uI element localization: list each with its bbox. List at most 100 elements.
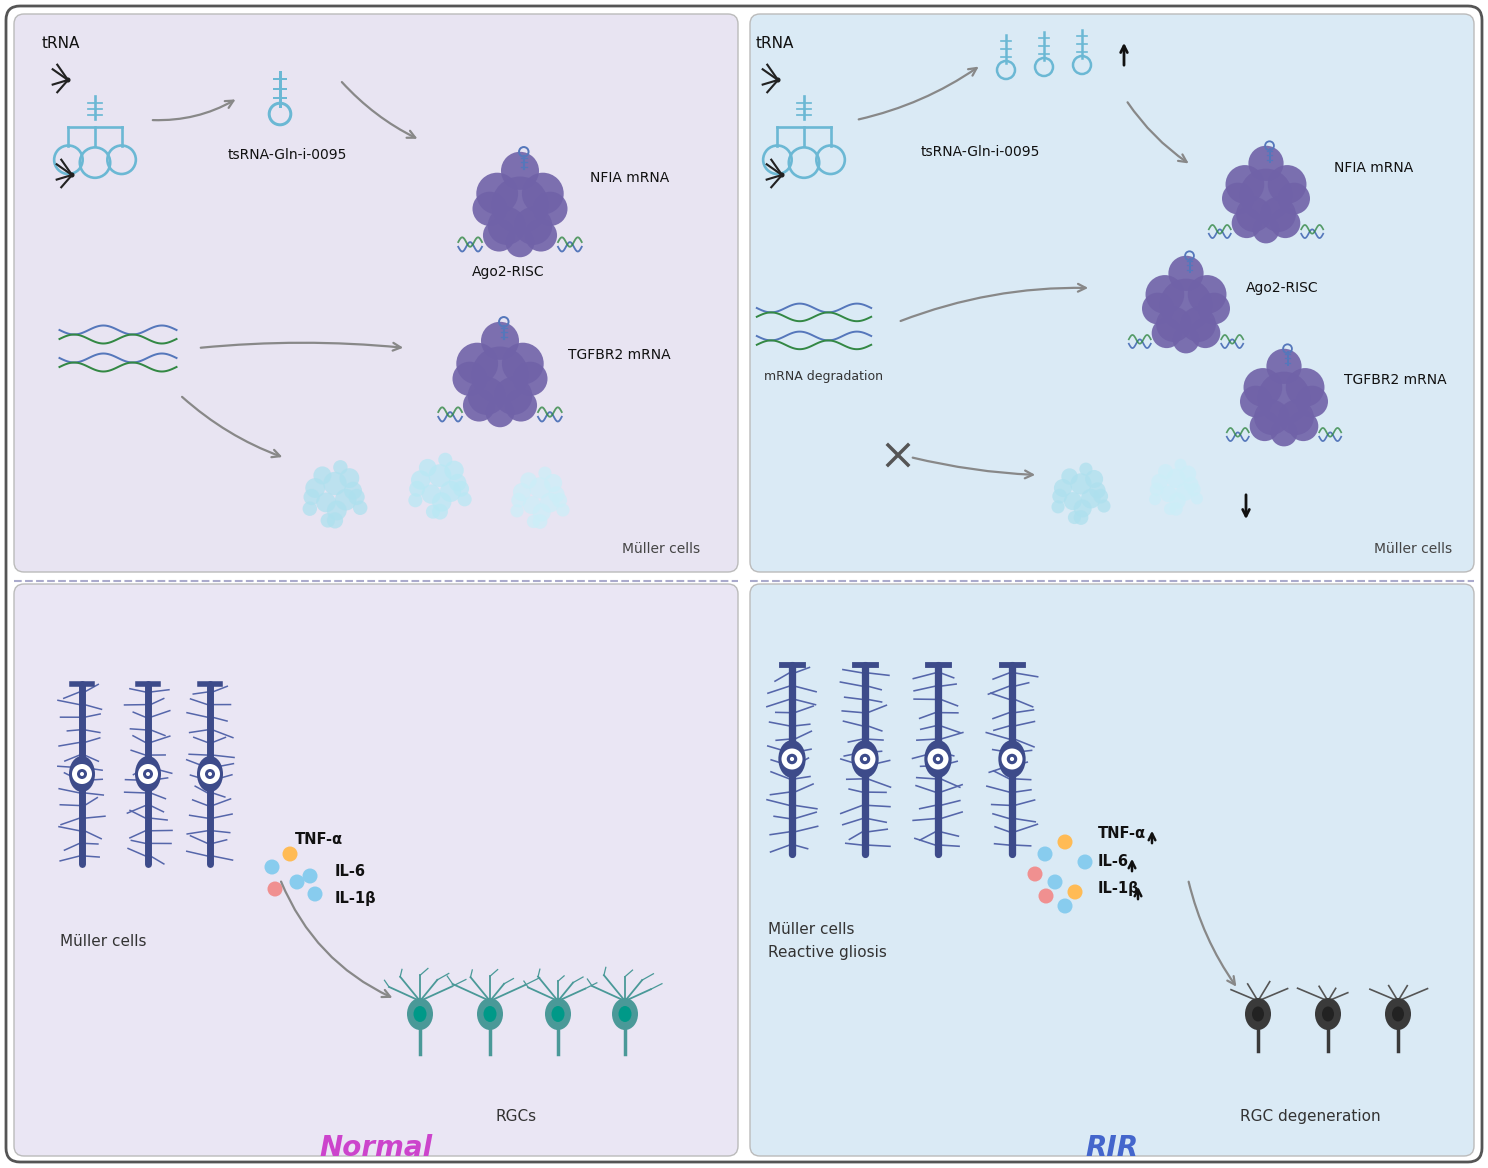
Circle shape <box>457 342 498 384</box>
Circle shape <box>515 207 552 245</box>
Text: Müller cells: Müller cells <box>60 934 146 950</box>
Circle shape <box>501 152 539 189</box>
Circle shape <box>452 362 487 396</box>
Text: IL-1β: IL-1β <box>1098 882 1140 897</box>
Circle shape <box>1244 368 1283 406</box>
Ellipse shape <box>1391 1007 1405 1022</box>
Circle shape <box>1271 420 1298 446</box>
Text: IL-1β: IL-1β <box>335 891 376 906</box>
Text: NFIA mRNA: NFIA mRNA <box>1335 161 1414 175</box>
Circle shape <box>1222 182 1254 215</box>
Circle shape <box>488 207 525 245</box>
Circle shape <box>208 772 211 776</box>
Circle shape <box>1048 875 1062 890</box>
Circle shape <box>1141 293 1174 325</box>
Circle shape <box>863 757 868 762</box>
Circle shape <box>1007 753 1018 764</box>
Circle shape <box>268 882 283 897</box>
Ellipse shape <box>408 997 433 1030</box>
Circle shape <box>1176 482 1193 501</box>
Circle shape <box>432 503 448 520</box>
Circle shape <box>552 493 567 508</box>
Circle shape <box>780 173 784 178</box>
Circle shape <box>1089 482 1106 499</box>
Circle shape <box>344 481 362 500</box>
Circle shape <box>308 887 323 902</box>
Circle shape <box>1168 256 1204 291</box>
Circle shape <box>1257 371 1311 424</box>
Circle shape <box>854 749 875 770</box>
Circle shape <box>1164 503 1176 515</box>
Circle shape <box>484 220 515 251</box>
Ellipse shape <box>196 756 223 792</box>
Ellipse shape <box>612 997 638 1030</box>
Circle shape <box>927 749 948 770</box>
Circle shape <box>522 496 540 514</box>
Text: RGCs: RGCs <box>496 1108 537 1124</box>
Circle shape <box>327 501 347 521</box>
Text: tsRNA-Gln-i-0095: tsRNA-Gln-i-0095 <box>921 145 1040 159</box>
Circle shape <box>302 869 317 883</box>
Circle shape <box>1254 399 1289 434</box>
Text: tRNA: tRNA <box>42 36 80 51</box>
Ellipse shape <box>478 997 503 1030</box>
Text: IL-6: IL-6 <box>1098 855 1129 869</box>
Ellipse shape <box>1245 997 1271 1030</box>
FancyBboxPatch shape <box>750 584 1475 1156</box>
Circle shape <box>1173 327 1199 354</box>
Ellipse shape <box>414 1006 427 1022</box>
Circle shape <box>533 514 548 529</box>
Text: RIR: RIR <box>1085 1134 1138 1162</box>
Circle shape <box>1266 349 1302 384</box>
Circle shape <box>463 389 496 422</box>
Circle shape <box>510 505 524 517</box>
Ellipse shape <box>924 741 952 778</box>
Circle shape <box>439 453 452 467</box>
Circle shape <box>199 764 220 784</box>
Circle shape <box>283 847 298 862</box>
Circle shape <box>70 173 74 178</box>
Circle shape <box>548 486 564 502</box>
Circle shape <box>540 493 559 513</box>
Text: RGC degeneration: RGC degeneration <box>1240 1108 1381 1124</box>
Circle shape <box>1167 468 1186 488</box>
Circle shape <box>533 503 551 522</box>
Circle shape <box>205 769 214 779</box>
Circle shape <box>1268 165 1306 203</box>
Circle shape <box>1077 855 1092 869</box>
Circle shape <box>545 474 562 492</box>
Ellipse shape <box>619 1006 631 1022</box>
Circle shape <box>539 466 552 480</box>
Circle shape <box>420 459 436 477</box>
Circle shape <box>408 493 423 507</box>
Circle shape <box>315 493 336 513</box>
Circle shape <box>1170 502 1183 516</box>
Circle shape <box>1152 318 1181 348</box>
Circle shape <box>409 481 426 496</box>
Circle shape <box>1240 385 1272 417</box>
Circle shape <box>339 468 359 488</box>
Text: Ago2-RISC: Ago2-RISC <box>472 265 545 279</box>
Ellipse shape <box>1321 1007 1335 1022</box>
Circle shape <box>1010 757 1015 762</box>
Circle shape <box>1180 466 1196 482</box>
Circle shape <box>1232 208 1262 238</box>
Circle shape <box>1226 165 1265 203</box>
Circle shape <box>1253 217 1280 243</box>
Circle shape <box>1037 847 1052 862</box>
Text: Müller cells: Müller cells <box>1373 542 1452 556</box>
Circle shape <box>440 481 461 502</box>
Circle shape <box>1250 411 1280 442</box>
Circle shape <box>533 192 567 225</box>
Circle shape <box>335 489 357 510</box>
Circle shape <box>333 460 348 474</box>
Circle shape <box>1058 834 1073 849</box>
Circle shape <box>1198 293 1231 325</box>
FancyBboxPatch shape <box>13 584 738 1156</box>
Circle shape <box>860 753 870 764</box>
Circle shape <box>449 474 466 492</box>
Circle shape <box>320 513 335 528</box>
Circle shape <box>348 489 365 505</box>
Circle shape <box>1170 493 1186 509</box>
Circle shape <box>1146 276 1184 314</box>
